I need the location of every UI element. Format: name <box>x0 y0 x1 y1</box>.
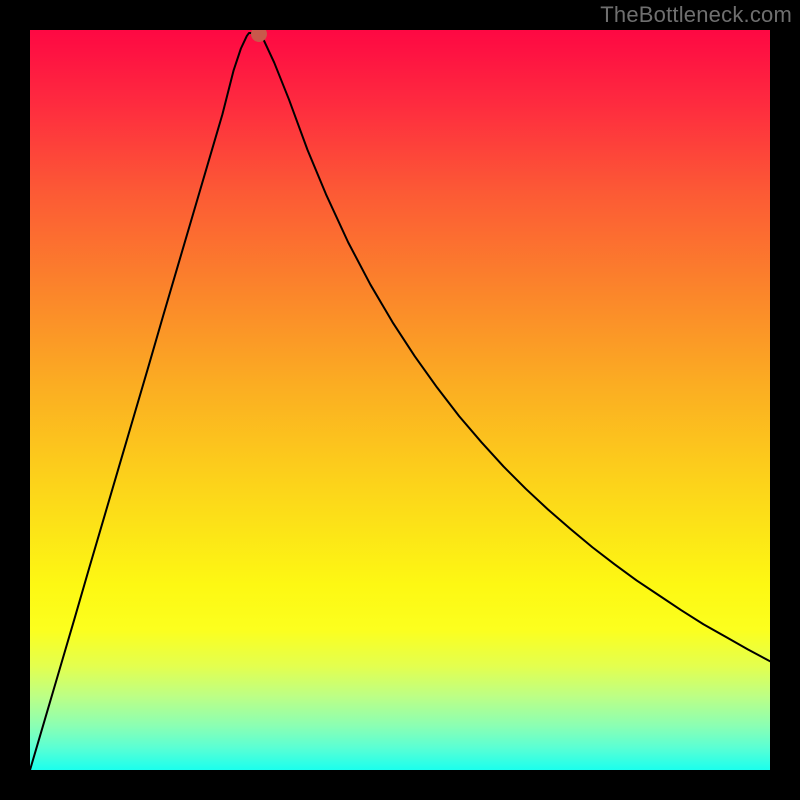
chart-frame: TheBottleneck.com <box>0 0 800 800</box>
bottleneck-curve <box>30 30 770 770</box>
watermark-text: TheBottleneck.com <box>600 2 792 28</box>
plot-area <box>30 30 770 770</box>
